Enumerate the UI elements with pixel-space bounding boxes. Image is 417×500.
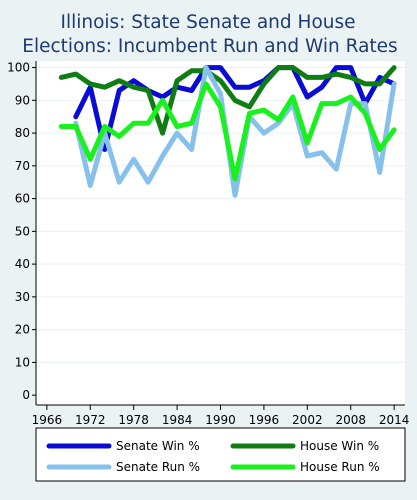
axes: 0 10 20 30 40 50 60 70 80 90 100 1966 1972 1978 1984 19… [7,61,409,427]
y-tick-label: 90 [15,93,30,107]
x-tick-label: 1990 [205,413,236,427]
legend-box [35,427,406,482]
series-line-house-win [58,65,397,136]
y-tick-label: 80 [15,126,30,140]
y-tick-label: 10 [15,355,30,369]
legend-label-senate-win: Senate Win % [116,439,200,453]
x-tick-label: 1972 [75,413,106,427]
chart-title-line-1: Illinois: State Senate and House [60,12,355,33]
x-tick-label: 1978 [118,413,149,427]
series-line-senate-run [73,65,397,198]
series-lines [58,65,397,198]
y-tick-label: 40 [15,257,30,271]
x-tick-label: 1966 [32,413,63,427]
x-tick-label: 2014 [379,413,410,427]
y-tick-label: 20 [15,323,30,337]
x-tick-label: 1984 [162,413,193,427]
chart-title-line-2: Elections: Incumbent Run and Win Rates [22,36,397,57]
series-line-house-run [58,81,397,182]
legend-label-house-run: House Run % [300,460,380,474]
y-tick-label: 30 [15,290,30,304]
y-tick-label: 100 [7,61,30,75]
y-tick-label: 60 [15,192,30,206]
x-tick-label: 1996 [249,413,280,427]
y-tick-label: 0 [22,388,30,402]
legend: Senate Win % House Win % Senate Run % House… [46,439,380,474]
y-tick-label: 50 [15,224,30,238]
x-tick-label: 2002 [292,413,323,427]
legend-label-house-win: House Win % [300,439,379,453]
y-tick-label: 70 [15,159,30,173]
legend-label-senate-run: Senate Run % [116,460,200,474]
x-tick-label: 2008 [335,413,366,427]
